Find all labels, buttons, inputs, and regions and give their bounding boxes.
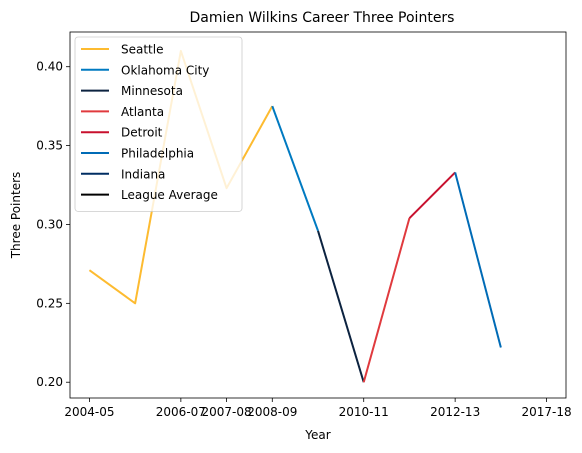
legend-label-detroit: Detroit (121, 126, 163, 140)
x-tick-label: 2007-08 (202, 405, 252, 419)
x-tick-label: 2012-13 (430, 405, 480, 419)
x-tick-label: 2006-07 (156, 405, 206, 419)
series-line-atlanta (362, 217, 411, 383)
legend-label-atlanta: Atlanta (121, 105, 164, 119)
y-tick-label: 0.30 (36, 217, 63, 231)
y-tick-label: 0.20 (36, 375, 63, 389)
chart-title: Damien Wilkins Career Three Pointers (190, 10, 455, 26)
legend-label-oklahoma-city: Oklahoma City (121, 63, 209, 77)
y-tick-label: 0.25 (36, 296, 63, 310)
legend-label-seattle: Seattle (121, 43, 163, 57)
plot-frame (69, 31, 567, 399)
series-line-detroit (408, 171, 456, 219)
legend-label-philadelphia: Philadelphia (121, 147, 194, 161)
y-tick-label: 0.40 (36, 60, 63, 74)
x-tick-label: 2004-05 (64, 405, 114, 419)
y-tick-label: 0.35 (36, 139, 63, 153)
x-tick-label: 2008-09 (247, 405, 297, 419)
y-axis: 0.20 0.25 0.30 0.35 0.40 (36, 60, 70, 389)
legend-label-indiana: Indiana (121, 167, 165, 181)
x-tick-label: 2010-11 (339, 405, 389, 419)
series-line-philadelphia (454, 172, 502, 348)
y-axis-label: Three Pointers (9, 172, 23, 260)
series-line-minnesota (317, 230, 365, 383)
legend: Seattle Oklahoma City Minnesota Atlanta Detr… (74, 36, 243, 212)
legend-box (74, 36, 243, 212)
x-axis-label: Year (304, 428, 330, 442)
legend-label-minnesota: Minnesota (121, 84, 183, 98)
series-line-oklahoma-city (271, 105, 319, 232)
x-tick-label: 2017-18 (522, 405, 572, 419)
legend-label-league-average: League Average (121, 188, 218, 202)
